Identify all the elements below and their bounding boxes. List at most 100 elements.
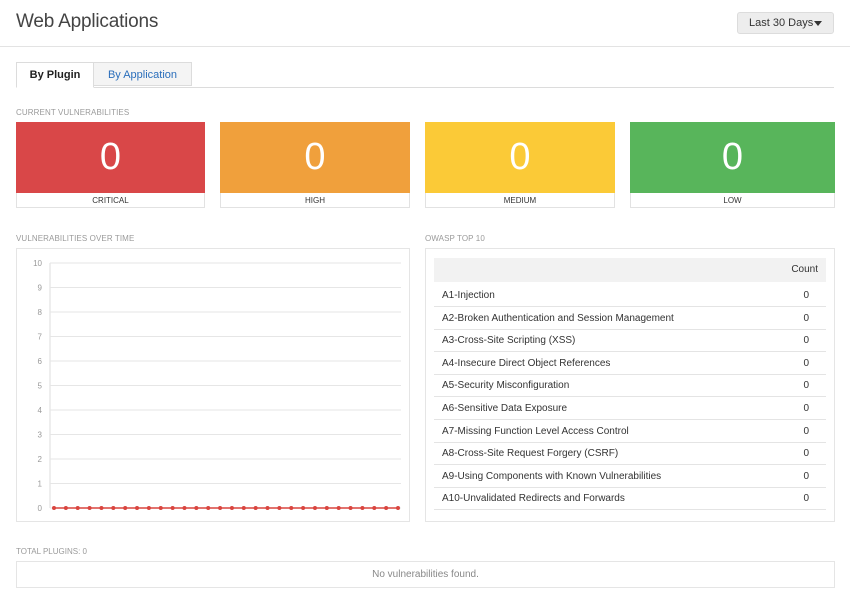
owasp-top-10-label: OWASP TOP 10 — [425, 234, 485, 243]
data-point[interactable] — [277, 506, 282, 510]
page-title: Web Applications — [16, 11, 159, 32]
data-point[interactable] — [218, 506, 223, 510]
high-label: HIGH — [305, 196, 325, 205]
owasp-row-count: 0 — [803, 403, 809, 414]
y-tick-label: 2 — [38, 455, 43, 464]
data-point[interactable] — [206, 506, 211, 510]
date-range-dropdown[interactable]: Last 30 Days — [737, 12, 834, 34]
vulnerabilities-line-chart: 0 1 2 3 4 5 6 7 8 9 10 — [33, 259, 401, 513]
owasp-row-name: A1-Injection — [442, 290, 495, 301]
medium-label: MEDIUM — [503, 196, 537, 205]
owasp-row-count: 0 — [803, 425, 809, 437]
severity-card-low[interactable]: 0 LOW — [630, 122, 835, 208]
owasp-row[interactable]: A5-Security Misconfiguration 0 — [434, 374, 826, 398]
owasp-row-count: 0 — [803, 335, 809, 347]
page-header: Web Applications Last 30 Days — [0, 0, 850, 47]
owasp-row-count: 0 — [803, 312, 809, 324]
data-point[interactable] — [158, 506, 163, 510]
owasp-table-header: Count — [434, 258, 826, 282]
owasp-row-name: A9-Using Components with Known Vulnerabi… — [442, 470, 662, 482]
owasp-row-name: A8-Cross-Site Request Forgery (CSRF) — [442, 448, 619, 460]
data-point[interactable] — [301, 506, 306, 510]
data-point[interactable] — [312, 506, 317, 510]
owasp-row-count: 0 — [803, 290, 809, 301]
owasp-row-count: 0 — [803, 448, 809, 460]
data-point[interactable] — [111, 506, 116, 510]
plugins-list-panel: No vulnerabilities found. — [16, 561, 835, 588]
owasp-row-name: A7-Missing Function Level Access Control — [442, 425, 629, 437]
data-point[interactable] — [241, 506, 246, 510]
empty-message: No vulnerabilities found. — [372, 569, 479, 580]
data-point[interactable] — [146, 506, 151, 510]
data-point[interactable] — [52, 506, 56, 510]
owasp-row[interactable]: A3-Cross-Site Scripting (XSS) 0 — [434, 329, 826, 353]
critical-count: 0 — [16, 122, 205, 193]
view-tabs: By Plugin By Application — [16, 62, 834, 88]
data-point[interactable] — [63, 506, 68, 510]
data-point[interactable] — [229, 506, 234, 510]
owasp-row[interactable]: A8-Cross-Site Request Forgery (CSRF) 0 — [434, 442, 826, 466]
owasp-row-name: A2-Broken Authentication and Session Man… — [442, 312, 674, 324]
severity-card-medium[interactable]: 0 MEDIUM — [425, 122, 615, 208]
data-point[interactable] — [75, 506, 80, 510]
y-tick-label: 6 — [38, 357, 43, 366]
owasp-row-name: A3-Cross-Site Scripting (XSS) — [442, 335, 576, 347]
data-point[interactable] — [265, 506, 270, 510]
data-point[interactable] — [289, 506, 294, 510]
owasp-row[interactable]: A7-Missing Function Level Access Control… — [434, 420, 826, 443]
total-plugins-label: TOTAL PLUGINS: 0 — [16, 547, 87, 556]
data-point[interactable] — [324, 506, 329, 510]
owasp-count-header: Count — [791, 264, 818, 275]
data-point[interactable] — [253, 506, 258, 510]
vulnerabilities-over-time-label: VULNERABILITIES OVER TIME — [16, 234, 135, 243]
data-point[interactable] — [372, 506, 377, 510]
owasp-row-name: A4-Insecure Direct Object References — [442, 357, 611, 369]
data-point[interactable] — [360, 506, 365, 510]
data-point[interactable] — [123, 506, 128, 510]
data-point[interactable] — [99, 506, 104, 510]
low-count: 0 — [630, 122, 835, 193]
data-point[interactable] — [182, 506, 187, 510]
y-tick-label: 4 — [38, 406, 43, 415]
data-point[interactable] — [170, 506, 175, 510]
medium-count: 0 — [425, 122, 615, 193]
y-tick-label: 10 — [33, 259, 42, 268]
owasp-row[interactable]: A6-Sensitive Data Exposure 0 — [434, 397, 826, 420]
data-point[interactable] — [396, 506, 400, 510]
data-point[interactable] — [384, 506, 389, 510]
owasp-row[interactable]: A4-Insecure Direct Object References 0 — [434, 352, 826, 375]
tab-by-application[interactable]: By Application — [94, 62, 192, 86]
data-point[interactable] — [336, 506, 341, 510]
data-point[interactable] — [348, 506, 353, 510]
date-range-label: Last 30 Days — [749, 17, 814, 29]
high-count: 0 — [220, 122, 410, 193]
y-tick-label: 8 — [38, 308, 43, 317]
owasp-row-name: A10-Unvalidated Redirects and Forwards — [442, 493, 625, 505]
tab-by-plugin[interactable]: By Plugin — [16, 62, 94, 88]
owasp-panel: Count A1-Injection 0 A2-Broken Authenticat… — [425, 248, 835, 522]
owasp-row[interactable]: A1-Injection 0 — [434, 284, 826, 307]
y-tick-label: 0 — [38, 504, 43, 513]
y-tick-label: 1 — [38, 480, 43, 489]
owasp-row[interactable]: A9-Using Components with Known Vulnerabi… — [434, 465, 826, 488]
owasp-row[interactable]: A2-Broken Authentication and Session Man… — [434, 307, 826, 330]
owasp-row-name: A6-Sensitive Data Exposure — [442, 403, 568, 414]
owasp-row-count: 0 — [803, 380, 809, 392]
y-tick-label: 9 — [38, 284, 43, 293]
y-tick-label: 3 — [38, 431, 43, 440]
data-point[interactable] — [87, 506, 92, 510]
owasp-row[interactable]: A10-Unvalidated Redirects and Forwards 0 — [434, 487, 826, 511]
owasp-row-count: 0 — [803, 357, 809, 369]
severity-card-critical[interactable]: 0 CRITICAL — [16, 122, 205, 208]
low-label: LOW — [723, 196, 742, 205]
vulnerabilities-chart-panel: 0 1 2 3 4 5 6 7 8 9 10 — [16, 248, 410, 522]
owasp-row-name: A5-Security Misconfiguration — [442, 380, 570, 392]
critical-label: CRITICAL — [92, 196, 129, 205]
current-vulnerabilities-label: CURRENT VULNERABILITIES — [16, 108, 130, 117]
owasp-row-count: 0 — [803, 470, 809, 482]
y-tick-label: 5 — [38, 382, 43, 391]
data-point[interactable] — [135, 506, 140, 510]
y-tick-label: 7 — [38, 333, 43, 342]
data-point[interactable] — [194, 506, 199, 510]
severity-card-high[interactable]: 0 HIGH — [220, 122, 410, 208]
